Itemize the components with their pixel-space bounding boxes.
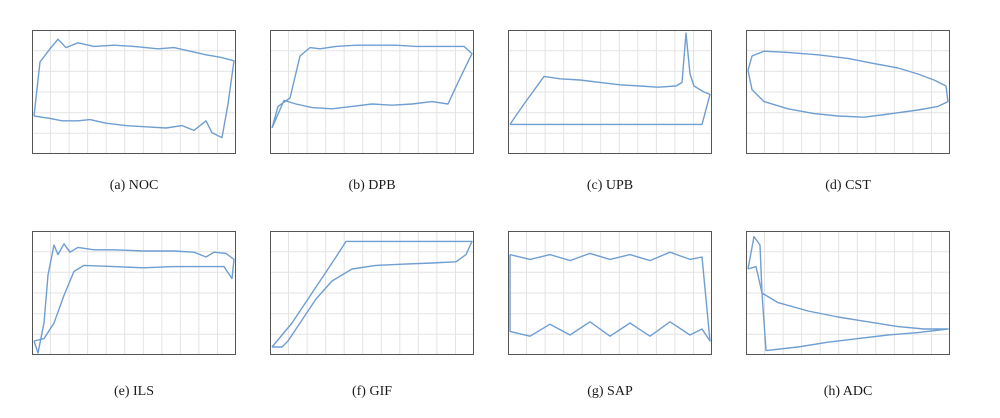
curve-dpb [271,44,473,129]
plot-noc [32,30,236,154]
frame-gif [270,231,474,355]
caption-cst: (d) CST [825,178,871,193]
grid-dpb [270,30,474,154]
frame-ils [32,231,236,355]
panel-noc [32,30,236,154]
panel-cst [746,30,950,154]
frame-adc [746,231,950,355]
curve-cst [747,50,949,118]
grid-gif [270,231,474,355]
plot-sap [508,231,712,355]
frame-dpb [270,30,474,154]
panel-gif [270,231,474,355]
grid-noc [32,30,236,154]
frame-noc [32,30,236,154]
frame-upb [508,30,712,154]
plot-dpb [270,30,474,154]
frame-sap [508,231,712,355]
grid-upb [508,30,712,154]
caption-dpb: (b) DPB [348,178,396,193]
plot-cst [746,30,950,154]
panel-upb [508,30,712,154]
curve-sap [509,251,711,342]
plot-ils [32,231,236,355]
curve-noc [33,38,235,139]
curve-upb [509,32,711,126]
curve-gif [271,240,473,348]
plot-upb [508,30,712,154]
caption-ils: (e) ILS [113,384,155,399]
caption-gif: (f) GIF [351,384,393,399]
panel-dpb [270,30,474,154]
panel-sap [508,231,712,355]
grid-sap [508,231,712,355]
grid-cst [746,30,950,154]
curve-ils [33,243,235,354]
frame-cst [746,30,950,154]
curve-adc [747,235,949,352]
plot-gif [270,231,474,355]
caption-adc: (h) ADC [823,384,873,399]
caption-noc: (a) NOC [109,178,159,193]
grid-ils [32,231,236,355]
grid-adc [746,231,950,355]
caption-upb: (c) UPB [586,178,634,193]
panel-ils [32,231,236,355]
plot-adc [746,231,950,355]
caption-sap: (g) SAP [587,384,633,399]
panel-adc [746,231,950,355]
